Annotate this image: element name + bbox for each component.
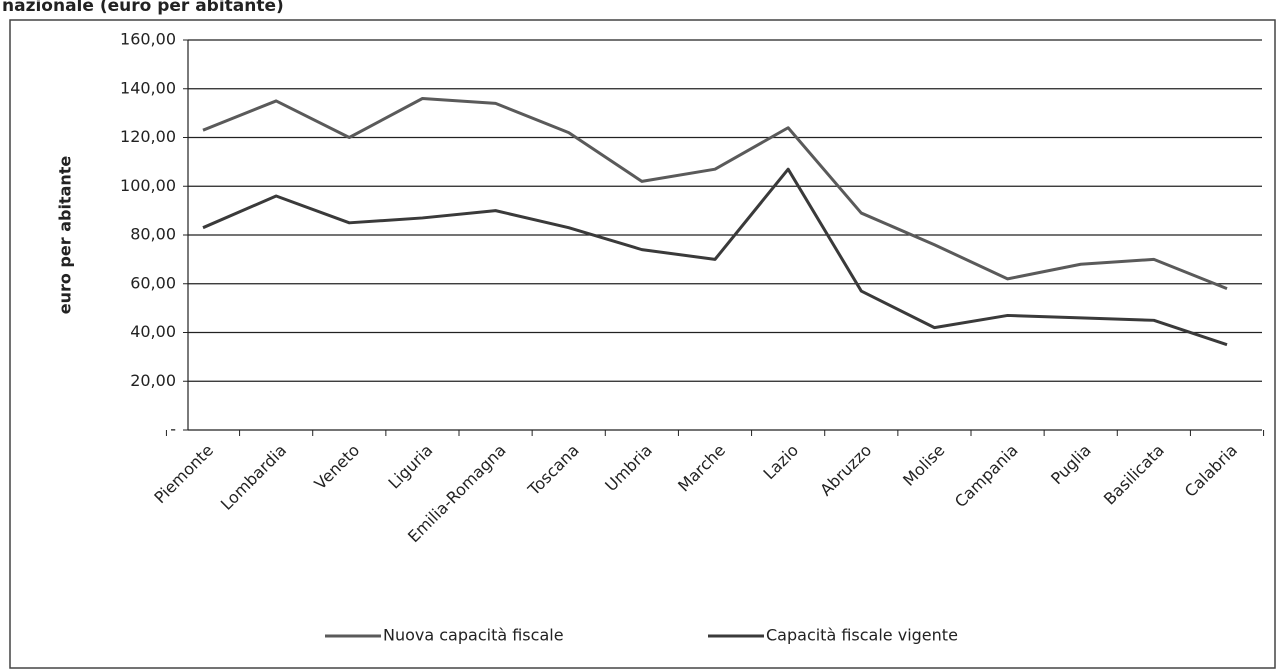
x-tick-label: Molise xyxy=(899,441,948,490)
legend-label: Nuova capacità fiscale xyxy=(383,626,564,645)
x-tick-label: Piemonte xyxy=(150,441,217,508)
y-tick-label: 80,00 xyxy=(130,225,176,244)
y-tick-label: 140,00 xyxy=(120,78,176,97)
y-tick-label: 60,00 xyxy=(130,273,176,292)
x-tick-label: Calabria xyxy=(1181,441,1241,501)
x-tick-label: Basilicata xyxy=(1100,441,1168,509)
y-tick-label: - xyxy=(170,420,176,439)
series-line xyxy=(202,97,1228,291)
chart-frame xyxy=(9,19,1276,669)
x-tick-label: Puglia xyxy=(1047,441,1095,489)
x-tick-label: Lazio xyxy=(759,441,802,484)
y-tick-label: 160,00 xyxy=(120,30,176,49)
x-tick-label: Campania xyxy=(951,441,1022,512)
y-tick-label: 100,00 xyxy=(120,176,176,195)
y-tick-label: 40,00 xyxy=(130,322,176,341)
series-line xyxy=(202,167,1228,347)
x-tick-label: Liguria xyxy=(384,441,436,493)
x-tick-label: Umbria xyxy=(601,441,656,496)
x-tick-label: Abruzzo xyxy=(816,441,875,500)
chart-title: nazionale (euro per abitante) xyxy=(2,0,284,16)
y-tick-label: 20,00 xyxy=(130,371,176,390)
y-tick-label: 120,00 xyxy=(120,127,176,146)
x-tick-label: Marche xyxy=(674,441,729,496)
x-tick-label: Veneto xyxy=(311,441,364,494)
x-tick-label: Lombardia xyxy=(217,441,290,514)
x-tick-label: Toscana xyxy=(524,441,583,500)
legend-label: Capacità fiscale vigente xyxy=(766,626,958,645)
y-axis-title: euro per abitante xyxy=(56,156,75,315)
